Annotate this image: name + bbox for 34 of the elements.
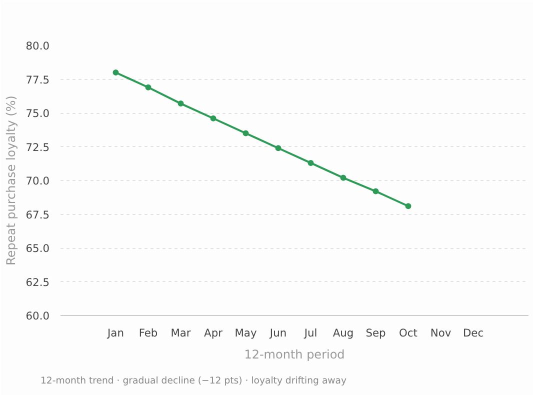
text: 12-month trend · gradual decline (−12 pts) · loyalty drifting away — [40, 376, 348, 386]
x-tick-label: Jul — [303, 326, 318, 340]
y-axis-title: Repeat purchase loyalty (%) — [4, 96, 18, 266]
x-tick-label: Mar — [170, 326, 192, 340]
y-tick-label: 72.5 — [26, 140, 50, 154]
x-tick-label: Aug — [332, 326, 354, 340]
point — [405, 203, 412, 210]
point — [275, 145, 282, 152]
point — [308, 160, 314, 166]
y-tick-label: 67.5 — [26, 208, 50, 222]
x-tick-label: Dec — [462, 326, 484, 340]
point — [112, 70, 119, 76]
point — [340, 174, 346, 181]
y-tick-label: 60.0 — [26, 310, 50, 322]
x-tick-label: Jan — [106, 326, 124, 340]
x-tick-label: Nov — [430, 326, 452, 340]
point — [242, 130, 249, 136]
point — [178, 100, 184, 107]
y-tick-label: 77.5 — [26, 73, 50, 86]
x-tick-label: Sep — [366, 326, 386, 340]
y-tick-label: 80.0 — [26, 40, 50, 52]
x-tick-label: Apr — [204, 326, 224, 340]
y-tick-label: 70.0 — [26, 174, 50, 188]
x-tick-label: May — [234, 326, 257, 340]
x-tick-label: Feb — [138, 326, 158, 340]
x-axis-title: 12-month period — [244, 348, 345, 362]
point — [145, 84, 152, 90]
point — [372, 188, 379, 194]
y-tick-label: 65.0 — [26, 242, 50, 255]
y-tick-label: 75.0 — [26, 107, 50, 120]
x-tick-label: Jun — [268, 326, 287, 340]
x-tick-label: Oct — [399, 326, 418, 340]
y-tick-label: 62.5 — [26, 276, 50, 289]
point — [210, 115, 216, 122]
